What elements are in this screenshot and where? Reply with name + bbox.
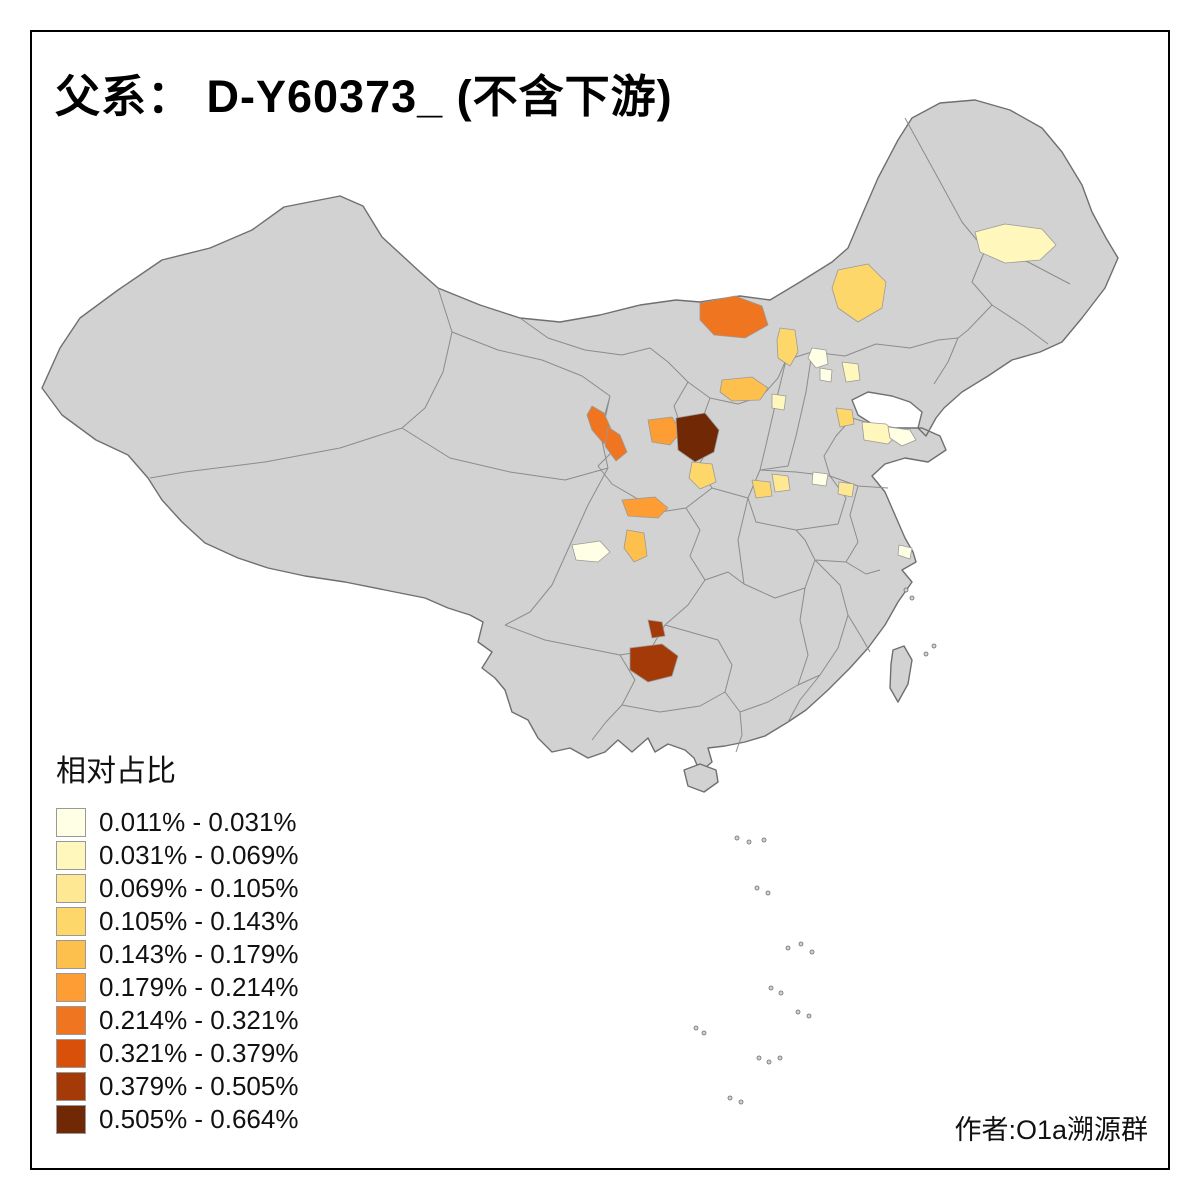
map-region — [647, 619, 666, 639]
legend-item-label: 0.179% - 0.214% — [99, 972, 299, 1002]
legend-item-label: 0.011% - 0.031% — [99, 807, 297, 837]
legend-swatch — [56, 1105, 86, 1134]
legend-item: 0.379% - 0.505% — [56, 1070, 298, 1103]
map-region — [831, 263, 887, 323]
legend-item: 0.105% - 0.143% — [56, 905, 298, 938]
map-region — [771, 393, 787, 411]
map-region — [887, 426, 917, 447]
map-region — [623, 529, 648, 563]
colored-regions — [571, 223, 1057, 683]
legend-item-label: 0.143% - 0.179% — [99, 939, 299, 969]
map-region — [776, 327, 799, 367]
legend-swatch — [56, 874, 86, 903]
author-credit: 作者:O1a溯源群 — [954, 1115, 1148, 1145]
legend-swatch — [56, 907, 86, 936]
map-region — [647, 416, 682, 446]
map-region — [571, 540, 611, 563]
map-region — [629, 643, 679, 683]
map-region — [675, 412, 720, 463]
map-title: 父系： D-Y60373_ (不含下游) — [55, 71, 673, 122]
map-region — [751, 479, 773, 499]
legend-swatch — [56, 973, 86, 1002]
legend-item-label: 0.069% - 0.105% — [99, 873, 299, 903]
legend-swatch — [56, 940, 86, 969]
hainan-island — [683, 763, 719, 793]
legend-item: 0.069% - 0.105% — [56, 872, 298, 905]
legend-item: 0.179% - 0.214% — [56, 971, 298, 1004]
legend-swatch — [56, 1006, 86, 1035]
legend-item-label: 0.505% - 0.664% — [99, 1104, 299, 1134]
legend-item-label: 0.105% - 0.143% — [99, 906, 299, 936]
map-region — [819, 367, 833, 383]
map-region — [604, 426, 628, 462]
map-region — [771, 473, 791, 493]
taiwan-island — [889, 645, 913, 703]
legend-item: 0.143% - 0.179% — [56, 938, 298, 971]
sea-islets — [693, 587, 937, 1105]
legend-swatch — [56, 1039, 86, 1068]
map-region — [586, 405, 613, 445]
legend-item: 0.214% - 0.321% — [56, 1004, 298, 1037]
legend-swatch — [56, 841, 86, 870]
legend-item: 0.031% - 0.069% — [56, 839, 298, 872]
legend: 相对占比 0.011% - 0.031% 0.031% - 0.069% 0.0… — [56, 746, 298, 1136]
legend-item-label: 0.379% - 0.505% — [99, 1071, 299, 1101]
legend-item: 0.505% - 0.664% — [56, 1103, 298, 1136]
legend-item-label: 0.321% - 0.379% — [99, 1038, 299, 1068]
china-mainland — [41, 99, 1119, 773]
map-region — [841, 361, 861, 383]
legend-item: 0.321% - 0.379% — [56, 1037, 298, 1070]
map-region — [807, 347, 829, 369]
map-region — [811, 471, 829, 487]
map-region — [719, 376, 769, 402]
legend-item-label: 0.031% - 0.069% — [99, 840, 299, 870]
legend-item: 0.011% - 0.031% — [56, 806, 298, 839]
map-region — [835, 407, 855, 428]
legend-item-label: 0.214% - 0.321% — [99, 1005, 299, 1035]
map-region — [837, 481, 855, 498]
map-region — [688, 461, 717, 490]
map-region — [974, 223, 1057, 264]
map-region — [897, 544, 913, 560]
legend-swatch — [56, 1072, 86, 1101]
map-region — [699, 295, 769, 339]
map-region — [621, 496, 669, 519]
legend-swatch — [56, 808, 86, 837]
legend-title: 相对占比 — [56, 755, 176, 788]
